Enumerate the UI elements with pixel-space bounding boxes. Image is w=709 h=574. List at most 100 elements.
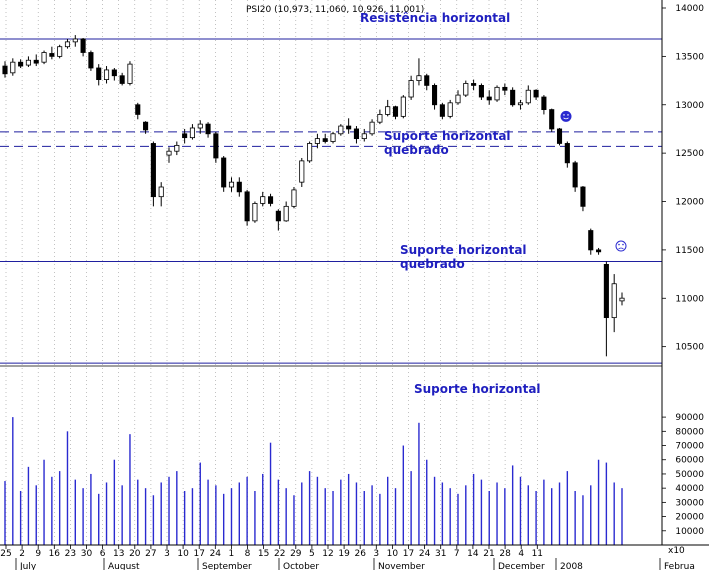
x-tick-label: 20 [129, 549, 141, 559]
x-tick-label: 24 [210, 549, 222, 559]
candle [228, 181, 235, 188]
candle [33, 59, 39, 64]
candle [25, 59, 31, 66]
candle [252, 203, 258, 222]
month-label: August [108, 562, 140, 570]
candle [416, 75, 422, 81]
candle [127, 63, 133, 84]
candle [41, 52, 47, 63]
candle [408, 80, 414, 98]
x-tick-label: 25 [0, 549, 11, 559]
x-tick-label: 10 [387, 549, 399, 559]
candle [385, 106, 391, 115]
volume-tick-label: 60000 [675, 456, 704, 466]
x-tick-label: 29 [290, 549, 302, 559]
candle [353, 128, 360, 140]
label-support: Suporte horizontal [414, 382, 541, 396]
x-tick-label: 28 [499, 549, 511, 559]
month-label: Februa [664, 562, 695, 570]
x-tick-label: 17 [193, 549, 204, 559]
candle [588, 230, 594, 251]
candle [478, 85, 484, 98]
x-tick-label: 5 [309, 549, 315, 559]
candle [517, 102, 524, 106]
candle [307, 143, 313, 162]
candle [603, 264, 609, 319]
sad-face-icon [615, 240, 627, 252]
candle [580, 186, 586, 207]
x-tick-label: 2 [19, 549, 25, 559]
candle [369, 121, 375, 135]
x-tick-label: 10 [177, 549, 189, 559]
candle [72, 38, 78, 43]
candle [18, 61, 24, 67]
candle [244, 191, 250, 222]
y-tick-label: 13500 [675, 52, 704, 62]
x-tick-label: 11 [532, 549, 543, 559]
face-mouth [618, 247, 624, 250]
candle [267, 196, 274, 204]
candle [486, 96, 492, 101]
face-eye [622, 243, 624, 246]
candle [346, 125, 352, 130]
month-label: December [498, 562, 545, 570]
candle [283, 205, 289, 222]
x-tick-label: 31 [435, 549, 446, 559]
volume-scale-label: x10 [668, 546, 685, 556]
x-tick-label: 15 [258, 549, 269, 559]
candle [611, 283, 617, 319]
x-tick-label: 19 [338, 549, 350, 559]
x-tick-label: 4 [518, 549, 524, 559]
candle [205, 123, 211, 135]
candle [494, 86, 500, 101]
x-tick-label: 24 [419, 549, 431, 559]
candle [291, 189, 297, 207]
x-tick-label: 1 [229, 549, 235, 559]
candle [596, 249, 602, 253]
volume-tick-label: 10000 [675, 527, 704, 537]
candle [10, 61, 16, 74]
y-tick-label: 12000 [675, 198, 704, 208]
month-label: September [202, 562, 252, 570]
face-eye [563, 114, 565, 116]
candle [189, 127, 195, 139]
candle [330, 133, 336, 142]
candle [166, 150, 172, 156]
candle [275, 210, 281, 222]
candle [135, 104, 141, 115]
label-broken-support-3: quebrado [400, 257, 465, 271]
candle [533, 89, 539, 98]
candle [572, 162, 578, 188]
candle [260, 196, 266, 204]
annotations: Resistência horizontal Suporte horizontal… [360, 11, 627, 396]
month-label: October [283, 562, 319, 570]
chart-title: PSI20 (10,973, 11,060, 10,926, 11,001) [246, 5, 424, 15]
volume-tick-label: 40000 [675, 484, 704, 494]
x-tick-label: 12 [322, 549, 333, 559]
volume-tick-label: 70000 [675, 442, 704, 452]
x-tick-label: 30 [81, 549, 93, 559]
label-broken-support-2: Suporte horizontal [384, 129, 511, 143]
candle [143, 121, 149, 131]
candle [103, 69, 110, 80]
candle [361, 133, 367, 140]
candle [64, 41, 71, 48]
x-tick-label: 7 [454, 549, 460, 559]
candle [439, 104, 445, 117]
label-broken-support-2: quebrado [384, 143, 449, 157]
x-tick-label: 8 [245, 549, 251, 559]
volume-tick-label: 80000 [675, 427, 704, 437]
vertical-grid [5, 0, 538, 545]
candle [432, 85, 438, 106]
candle [471, 83, 477, 86]
candles [2, 35, 625, 357]
face-eye [567, 114, 569, 116]
x-tick-label: 21 [483, 549, 494, 559]
candle [158, 186, 164, 198]
candle [213, 133, 219, 159]
x-tick-label: 16 [49, 549, 61, 559]
happy-face-icon [560, 110, 572, 122]
volume-tick-label: 30000 [675, 498, 704, 508]
